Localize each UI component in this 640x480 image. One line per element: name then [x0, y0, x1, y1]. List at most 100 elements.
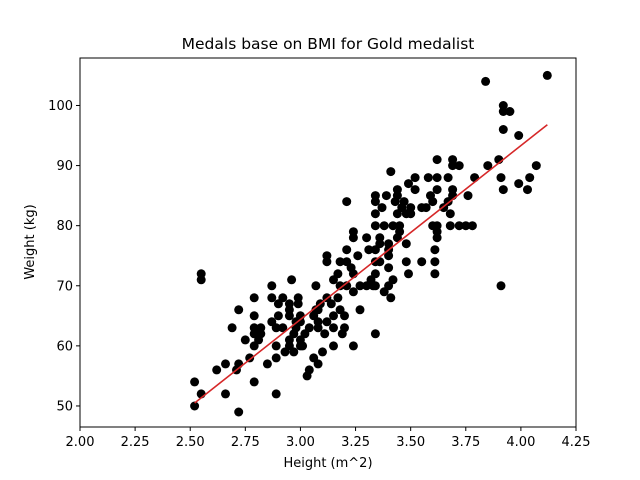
data-point [298, 341, 308, 351]
data-point [342, 281, 352, 291]
data-point [284, 299, 294, 309]
data-point [304, 365, 314, 375]
data-point [322, 251, 332, 261]
x-tick-label: 3.75 [451, 435, 480, 450]
data-point [370, 269, 380, 279]
data-point [267, 293, 277, 303]
data-point [498, 185, 508, 195]
data-point [386, 293, 396, 303]
x-tick-label: 2.75 [231, 435, 260, 450]
data-point [454, 221, 464, 231]
data-point [278, 323, 288, 333]
data-point [271, 341, 281, 351]
data-point [287, 275, 297, 285]
data-point [448, 185, 458, 195]
data-point [289, 347, 299, 357]
data-point [410, 173, 420, 183]
data-point [428, 197, 438, 207]
data-point [432, 185, 442, 195]
data-point [461, 221, 471, 231]
data-point [348, 341, 358, 351]
data-point [329, 311, 338, 321]
data-point [498, 101, 508, 110]
y-tick-label: 70 [56, 279, 73, 294]
data-point [404, 269, 413, 279]
data-point [221, 359, 230, 369]
y-tick-label: 50 [56, 399, 73, 414]
data-point [423, 173, 433, 183]
data-point [445, 221, 455, 231]
data-point [388, 275, 398, 285]
data-point [311, 281, 321, 291]
data-point [404, 179, 413, 189]
data-point [430, 257, 440, 267]
data-point [221, 389, 230, 399]
data-point [249, 311, 259, 321]
data-point [262, 359, 272, 369]
data-point [304, 323, 314, 333]
data-point [370, 281, 380, 291]
data-point [496, 281, 506, 291]
data-point [234, 407, 244, 417]
data-point [448, 155, 458, 165]
data-point [212, 365, 222, 375]
y-tick-label: 60 [56, 339, 73, 354]
y-tick-label: 100 [48, 99, 73, 114]
data-point [362, 233, 372, 243]
data-point [293, 299, 303, 309]
data-point [348, 287, 358, 297]
data-point [329, 323, 338, 333]
data-point [370, 209, 380, 219]
data-point [271, 323, 281, 333]
data-point [377, 203, 387, 213]
data-point [386, 167, 396, 177]
data-point [531, 161, 541, 171]
x-tick-label: 2.25 [121, 435, 150, 450]
data-point [395, 221, 405, 231]
data-point [240, 335, 250, 345]
data-point [388, 221, 398, 231]
data-point [335, 257, 345, 267]
data-point [234, 359, 244, 369]
data-point [496, 173, 506, 183]
data-point [273, 311, 283, 321]
data-point [514, 131, 524, 140]
data-point [470, 173, 480, 183]
data-point [381, 191, 391, 201]
data-point [523, 185, 532, 195]
y-axis-label: Weight (kg) [23, 204, 38, 279]
data-point [542, 70, 552, 80]
y-axis: 50 60 70 80 90 100 [48, 99, 80, 414]
data-point [463, 191, 473, 201]
data-point [430, 245, 440, 255]
fit-layer [194, 124, 548, 404]
data-point [333, 269, 343, 279]
regression-line [194, 124, 548, 404]
data-point [320, 329, 330, 339]
data-point [445, 209, 455, 219]
data-point [379, 221, 389, 231]
x-tick-label: 3.00 [286, 435, 315, 450]
data-point [340, 323, 349, 333]
x-tick-label: 2.00 [66, 435, 95, 450]
data-point [256, 323, 266, 333]
data-point [348, 227, 358, 237]
points-layer [190, 70, 552, 417]
data-point [443, 173, 453, 183]
data-point [432, 173, 442, 183]
data-point [313, 317, 323, 327]
data-point [454, 161, 464, 171]
data-point [505, 107, 515, 116]
data-point [340, 311, 349, 321]
data-point [278, 293, 288, 303]
data-point [364, 245, 374, 255]
data-point [313, 359, 323, 369]
data-point [335, 281, 345, 291]
x-axis-label: Height (m^2) [283, 456, 372, 471]
x-tick-label: 2.50 [176, 435, 205, 450]
x-tick-label: 3.25 [341, 435, 370, 450]
data-point [342, 197, 352, 207]
data-point [370, 329, 380, 339]
data-point [227, 323, 237, 333]
data-point [525, 173, 535, 183]
